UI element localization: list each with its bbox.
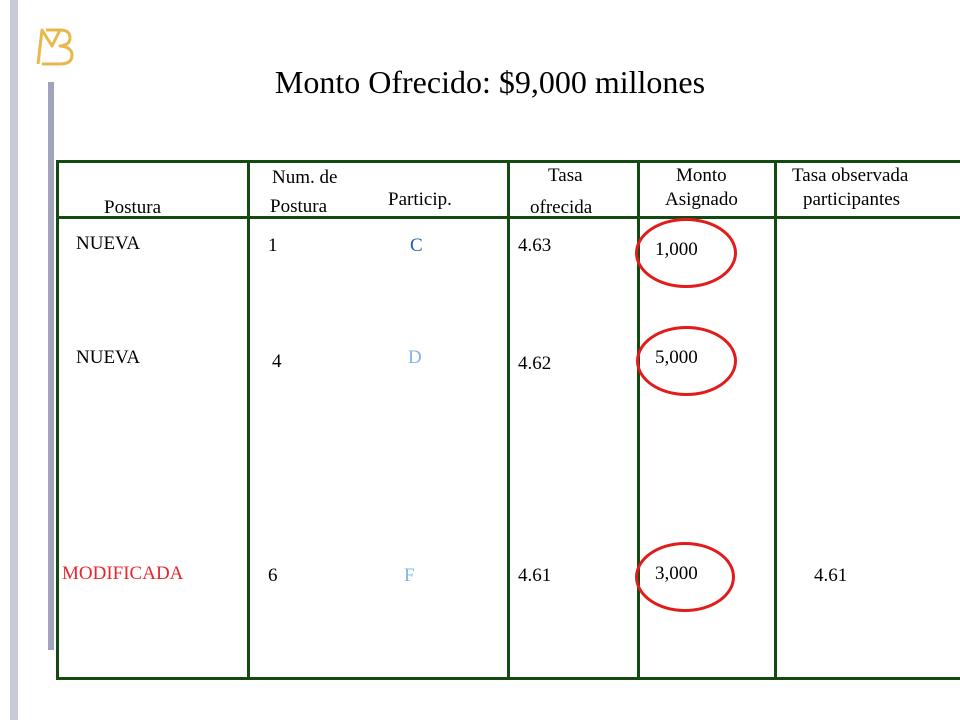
- row3-particip: F: [404, 565, 415, 586]
- row3-tasa-obs: 4.61: [814, 565, 848, 586]
- column-divider: [637, 160, 640, 680]
- header-num-line1: Num. de: [272, 167, 338, 188]
- row1-particip: C: [410, 235, 423, 256]
- column-divider: [247, 160, 250, 680]
- row3-postura: MODIFICADA: [62, 563, 184, 584]
- highlight-circle: [635, 542, 735, 612]
- header-tasa-line1: Tasa: [548, 165, 583, 186]
- header-num-line2: Postura: [270, 196, 327, 217]
- header-particip: Particip.: [388, 189, 452, 210]
- highlight-circle: [636, 326, 737, 396]
- header-postura: Postura: [104, 197, 161, 218]
- left-accent-bar: [48, 82, 54, 650]
- header-tasa-line2: ofrecida: [530, 197, 593, 218]
- row3-tasa: 4.61: [518, 565, 552, 586]
- row1-postura: NUEVA: [76, 233, 141, 254]
- row2-particip: D: [408, 347, 422, 368]
- row2-tasa: 4.62: [518, 353, 552, 374]
- row2-postura: NUEVA: [76, 347, 141, 368]
- row1-tasa: 4.63: [518, 235, 552, 256]
- header-monto-line2: Asignado: [665, 189, 738, 210]
- highlight-circle: [635, 218, 737, 288]
- header-obs-line1: Tasa observada: [792, 165, 909, 186]
- header-obs-line2: participantes: [803, 189, 901, 210]
- header-monto-line1: Monto: [676, 165, 727, 186]
- row2-num: 4: [272, 351, 282, 372]
- column-divider: [774, 160, 777, 680]
- row3-num: 6: [268, 565, 278, 586]
- left-decorative-bar: [10, 0, 18, 720]
- row1-num: 1: [268, 235, 278, 256]
- logo-icon: [36, 28, 74, 66]
- page-title: Monto Ofrecido: $9,000 millones: [274, 64, 706, 100]
- column-divider: [507, 160, 510, 680]
